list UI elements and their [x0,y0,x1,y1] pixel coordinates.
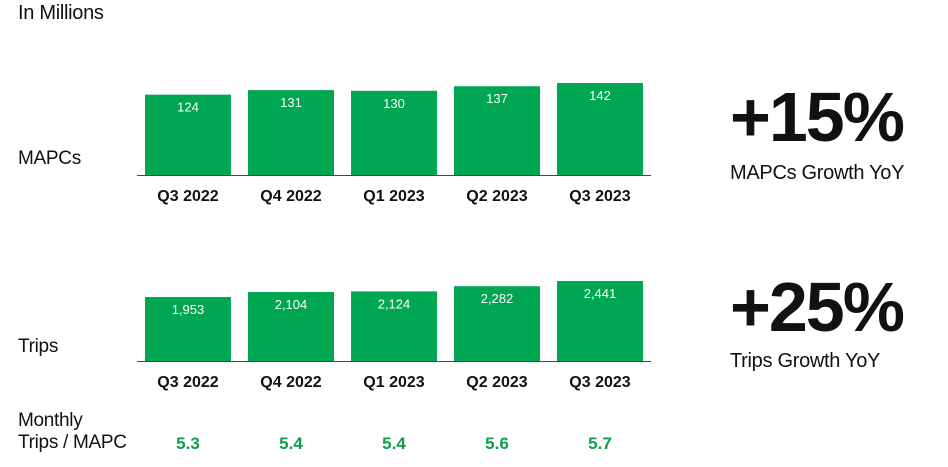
x-tick-label: Q1 2023 [363,374,424,391]
ratio-value: 5.6 [485,434,509,453]
x-tick-label: Q3 2023 [569,188,630,205]
bar-mapcs-q3-2022 [145,94,231,175]
bar-mapcs-q4-2022 [248,90,334,175]
bar-trips-q4-2022 [248,292,334,361]
bar-mapcs-q3-2023 [557,83,643,175]
x-tick-label: Q3 2023 [569,374,630,391]
bar-trips-q3-2022 [145,296,231,361]
bar-value-label: 137 [486,91,508,106]
x-tick-label: Q1 2023 [363,188,424,205]
trips-growth-value: +25% [730,268,905,346]
bar-value-label: 2,124 [378,296,411,311]
row-label-mapcs: MAPCs [18,148,81,169]
bar-value-label: 2,282 [481,291,514,306]
x-tick-label: Q3 2022 [157,188,218,205]
row-label-trips: Trips [18,336,59,357]
bar-mapcs-q2-2023 [454,86,540,175]
x-tick-label: Q4 2022 [260,188,321,205]
row-label-ratio: Monthly Trips / MAPC [18,410,127,454]
bar-trips-q3-2023 [557,281,643,361]
x-tick-label: Q2 2023 [466,374,527,391]
bar-charts: 124 Q3 2022 131 Q4 2022 130 Q1 2023 137 Q2 2023… [137,83,651,391]
ratio-value: 5.4 [279,434,303,453]
ratio-value: 5.7 [588,434,612,453]
row-label-ratio-line1: Monthly [18,410,83,431]
bar-value-label: 1,953 [172,302,205,317]
ratio-value: 5.3 [176,434,200,453]
bar-value-label: 124 [177,100,199,115]
bar-trips-q1-2023 [351,291,437,361]
bar-value-label: 131 [280,95,302,110]
bar-value-label: 142 [589,88,611,103]
bar-trips-q2-2023 [454,286,540,361]
bar-value-label: 2,104 [275,297,308,312]
x-tick-label: Q4 2022 [260,374,321,391]
row-label-ratio-line2: Trips / MAPC [18,432,127,453]
ratio-value: 5.4 [382,434,406,453]
bar-mapcs-q1-2023 [351,90,437,175]
x-tick-label: Q2 2023 [466,188,527,205]
x-tick-label: Q3 2022 [157,374,218,391]
bar-value-label: 130 [383,96,405,111]
trips-growth-caption: Trips Growth YoY [730,350,881,372]
mapcs-growth-value: +15% [730,78,905,156]
units-label: In Millions [18,2,104,24]
mapcs-growth-caption: MAPCs Growth YoY [730,162,905,184]
bar-value-label: 2,441 [584,286,617,301]
